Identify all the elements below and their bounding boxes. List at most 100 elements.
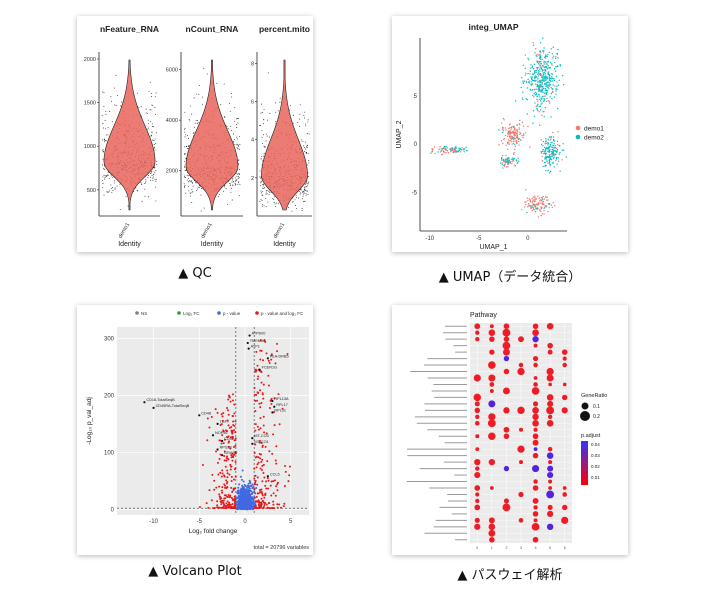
qc-cell-point xyxy=(189,180,191,182)
volcano-point xyxy=(239,491,242,494)
pathway-x-tick-label: 4 xyxy=(535,546,537,550)
volcano-point xyxy=(232,420,235,423)
umap-x-label: UMAP_1 xyxy=(479,244,507,251)
umap-cell-point xyxy=(551,141,553,143)
volcano-point xyxy=(252,502,255,505)
umap-cell-point xyxy=(533,63,536,66)
volcano-point xyxy=(241,507,244,510)
qc-cell-point xyxy=(102,176,104,178)
qc-cell-point xyxy=(304,186,306,188)
umap-cell-point xyxy=(521,77,523,79)
volcano-point xyxy=(233,412,236,415)
qc-cell-point xyxy=(150,93,152,94)
volcano-x-label: Log₂ fold change xyxy=(189,528,238,535)
umap-cell-point xyxy=(516,159,518,162)
pathway-dot xyxy=(533,376,538,380)
volcano-point xyxy=(246,486,249,489)
qc-cell-point xyxy=(198,187,200,189)
umap-cell-point xyxy=(502,162,504,164)
qc-cell-point xyxy=(260,177,262,179)
umap-cell-point xyxy=(555,147,558,150)
umap-cell-point xyxy=(507,157,509,159)
umap-cell-point xyxy=(523,80,526,83)
pathway-dot xyxy=(532,452,539,459)
umap-cell-point xyxy=(537,195,539,197)
volcano-point xyxy=(226,495,229,498)
umap-cell-point xyxy=(551,77,554,79)
qc-cell-point xyxy=(234,144,236,146)
qc-cell-point xyxy=(149,81,151,83)
volcano-point xyxy=(253,490,256,493)
pathway-dot xyxy=(548,479,553,484)
umap-cell-point xyxy=(537,54,540,56)
qc-cell-point xyxy=(184,146,186,148)
umap-cell-point xyxy=(514,132,516,134)
pathway-dot xyxy=(474,420,480,426)
qc-cell-point xyxy=(279,101,281,103)
pathway-color-legend-title: p.adjust xyxy=(581,433,601,439)
qc-cell-point xyxy=(234,182,236,184)
umap-cell-point xyxy=(557,57,559,59)
qc-cell-point xyxy=(184,153,186,155)
volcano-point xyxy=(258,506,261,509)
volcano-point xyxy=(222,505,225,508)
qc-cell-point xyxy=(275,111,277,113)
umap-cell-point xyxy=(541,81,543,83)
umap-cell-point xyxy=(520,86,522,89)
volcano-labeled-point xyxy=(247,347,250,350)
volcano-point xyxy=(233,495,236,498)
volcano-point xyxy=(256,391,259,394)
umap-cell-point xyxy=(519,131,521,133)
umap-cell-point xyxy=(531,200,534,202)
qc-cell-point xyxy=(197,120,199,121)
umap-cell-point xyxy=(547,199,549,201)
umap-cell-point xyxy=(544,56,546,59)
umap-cell-point xyxy=(556,148,559,151)
umap-cell-point xyxy=(511,162,513,165)
qc-panel-title: nFeature_RNA xyxy=(100,24,159,34)
pathway-dot xyxy=(546,367,554,376)
umap-cell-point xyxy=(522,125,525,127)
volcano-point xyxy=(254,369,257,372)
umap-cell-point xyxy=(535,208,538,210)
umap-cell-point xyxy=(548,51,550,53)
qc-cell-point xyxy=(307,190,309,192)
qc-cell-point xyxy=(104,119,106,121)
qc-cell-point xyxy=(216,82,218,84)
umap-cell-point xyxy=(540,67,543,69)
volcano-point xyxy=(213,488,216,491)
umap-cell-point xyxy=(547,150,549,152)
qc-cell-point xyxy=(229,102,230,104)
umap-legend-swatch xyxy=(575,134,581,140)
umap-cell-point xyxy=(545,93,547,95)
pathway-x-tick-label: 6 xyxy=(564,546,566,550)
umap-cell-point xyxy=(543,50,545,52)
pathway-dot xyxy=(488,458,496,466)
volcano-point xyxy=(262,424,265,427)
pathway-dot xyxy=(489,336,495,342)
qc-cell-point xyxy=(304,111,306,113)
qc-cell-point xyxy=(238,118,240,120)
qc-cell-point xyxy=(263,205,265,207)
volcano-point xyxy=(256,463,259,466)
umap-cell-point xyxy=(553,77,555,80)
volcano-point xyxy=(234,437,237,440)
umap-cell-point xyxy=(537,75,540,77)
pathway-dot xyxy=(533,518,538,523)
qc-cell-point xyxy=(299,104,301,106)
qc-cell-point xyxy=(184,136,186,138)
volcano-point xyxy=(256,507,259,510)
qc-cell-point xyxy=(233,140,234,142)
umap-cell-point xyxy=(525,72,527,74)
volcano-point xyxy=(216,504,219,507)
qc-cell-point xyxy=(192,190,194,192)
umap-cell-point xyxy=(554,149,556,152)
volcano-gene-label: CD48 xyxy=(201,411,211,415)
volcano-point xyxy=(264,502,267,505)
umap-cell-point xyxy=(543,71,546,74)
umap-cell-point xyxy=(539,65,542,67)
qc-cell-point xyxy=(192,132,194,134)
qc-cell-point xyxy=(196,190,198,191)
umap-cell-point xyxy=(455,146,457,148)
pathway-dot xyxy=(533,343,538,348)
